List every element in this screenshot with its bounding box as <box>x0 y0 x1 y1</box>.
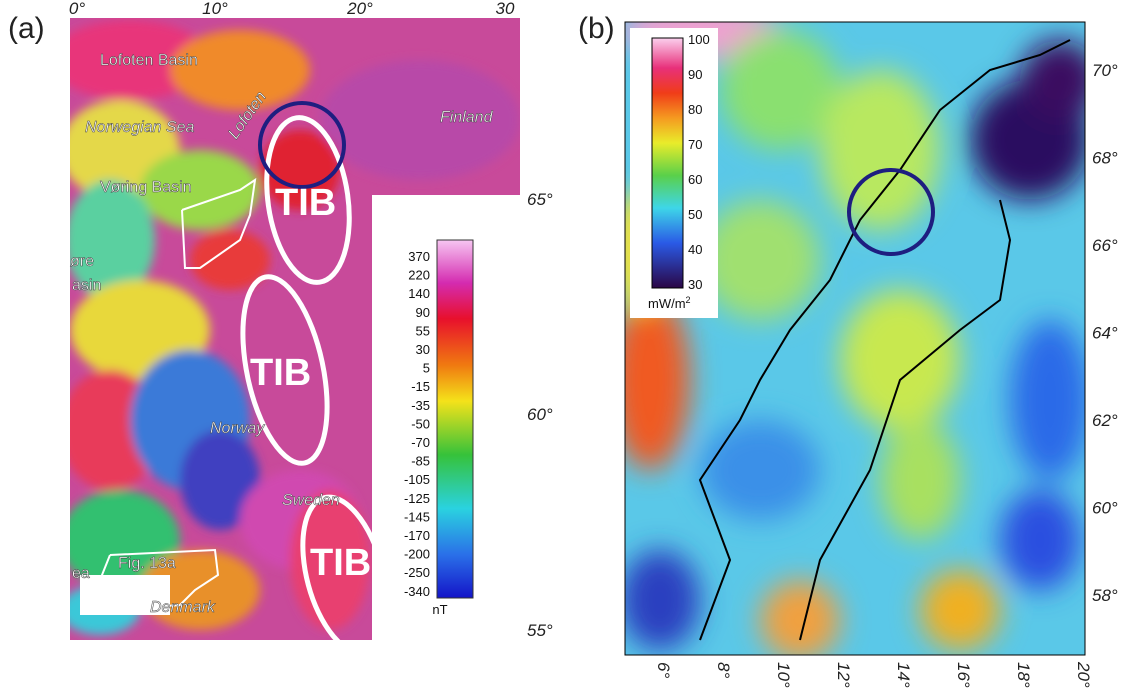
tib-label: TIB <box>275 182 336 224</box>
map-label: asin <box>72 277 101 294</box>
lon-tick-label: 20° <box>1074 661 1093 688</box>
lon-tick-label: 10° <box>202 0 228 18</box>
colorbar-unit: nT <box>432 602 447 617</box>
lat-tick-label: 65° <box>527 190 553 209</box>
lat-tick-label: 64° <box>1092 324 1118 343</box>
colorbar-tick-label: 30 <box>416 342 430 357</box>
colorbar-tick-label: -125 <box>404 491 430 506</box>
map-label: øre <box>70 253 94 270</box>
colorbar-tick-label: 70 <box>688 137 702 152</box>
colorbar-tick-label: 370 <box>408 249 430 264</box>
lat-tick-label: 58° <box>1092 586 1118 605</box>
lat-tick-label: 60° <box>527 405 553 424</box>
map-label: ea <box>72 565 90 582</box>
map-label: Finland <box>440 109 494 126</box>
map-label: Fig. 13a <box>118 555 176 572</box>
map-label: Norway <box>210 420 265 437</box>
lon-tick-label: 8° <box>714 662 733 678</box>
unit-sup: 2 <box>686 295 691 305</box>
colorbar-tick-label: -35 <box>411 398 430 413</box>
panel-label: (a) <box>8 12 45 45</box>
lon-tick-label: 14° <box>894 662 913 688</box>
lat-tick-label: 62° <box>1092 411 1118 430</box>
lat-tick-label: 70° <box>1092 61 1118 80</box>
unit: mW/m <box>648 296 686 311</box>
tib-label: TIB <box>310 542 371 584</box>
lon-tick-label: 12° <box>834 662 853 688</box>
colorbar-tick-label: 220 <box>408 268 430 283</box>
colorbar-tick-label: -250 <box>404 565 430 580</box>
lat-tick-label: 66° <box>1092 236 1118 255</box>
lat-tick-label: 68° <box>1092 149 1118 168</box>
colorbar-tick-label: 60 <box>688 172 702 187</box>
colorbar <box>437 240 473 598</box>
colorbar-unit: mW/m2 <box>648 295 691 311</box>
colorbar-tick-label: -15 <box>411 379 430 394</box>
colorbar-tick-label: 90 <box>688 67 702 82</box>
colorbar-tick-label: -105 <box>404 472 430 487</box>
colorbar-tick-label: -200 <box>404 547 430 562</box>
colorbar-tick-label: -340 <box>404 584 430 599</box>
colorbar-tick-label: -145 <box>404 509 430 524</box>
colorbar-tick-label: 5 <box>423 361 430 376</box>
tib-label: TIB <box>250 352 311 394</box>
figure: Lofoten Basin Norwegian Sea Lofoten Finl… <box>0 0 1134 693</box>
lon-tick-label: 20° <box>346 0 373 18</box>
lon-tick-label: 30 <box>496 0 515 18</box>
colorbar-tick-label: 50 <box>688 207 702 222</box>
map-label: Sweden <box>282 492 340 509</box>
lon-tick-label: 10° <box>774 662 793 688</box>
colorbar-tick-label: -70 <box>411 435 430 450</box>
lon-tick-label: 18° <box>1014 662 1033 688</box>
lat-tick-label: 55° <box>527 621 553 640</box>
lon-tick-label: 6° <box>654 662 673 678</box>
map-label: Vøring Basin <box>100 179 192 196</box>
colorbar-tick-label: 140 <box>408 286 430 301</box>
map-label: Norwegian Sea <box>85 119 195 136</box>
colorbar <box>652 38 683 288</box>
colorbar-tick-label: 100 <box>688 32 710 47</box>
lon-tick-label: 0° <box>69 0 85 18</box>
colorbar-tick-label: -170 <box>404 528 430 543</box>
lat-tick-label: 60° <box>1092 499 1118 518</box>
colorbar-tick-label: -50 <box>411 416 430 431</box>
map-label: Lofoten Basin <box>100 52 198 69</box>
colorbar-tick-label: 90 <box>416 305 430 320</box>
panel-label: (b) <box>578 12 615 45</box>
lon-tick-label: 16° <box>954 662 973 688</box>
colorbar-tick-label: 80 <box>688 102 702 117</box>
colorbar-tick-label: 30 <box>688 277 702 292</box>
map-label: Denmark <box>150 599 216 616</box>
colorbar-tick-label: 40 <box>688 242 702 257</box>
colorbar-tick-label: 55 <box>416 323 430 338</box>
colorbar-tick-label: -85 <box>411 454 430 469</box>
